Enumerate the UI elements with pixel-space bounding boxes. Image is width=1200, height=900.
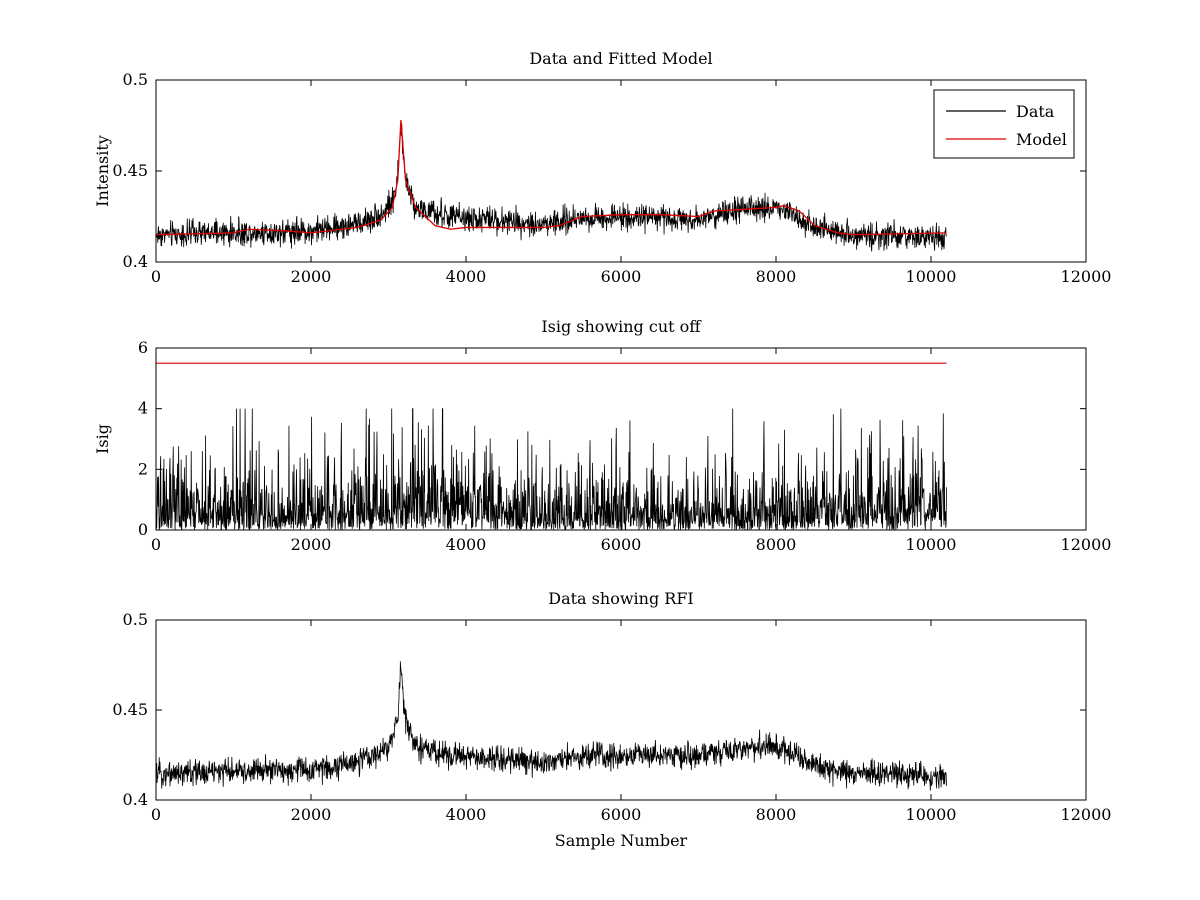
x-tick-label: 6000: [601, 267, 642, 286]
y-axis-label: Isig: [93, 424, 112, 454]
y-tick-label: 6: [138, 338, 148, 357]
x-tick-label: 8000: [756, 805, 797, 824]
x-axis-label: Sample Number: [555, 831, 688, 850]
x-tick-label: 12000: [1061, 267, 1112, 286]
legend-label-model: Model: [1016, 130, 1067, 149]
x-tick-label: 2000: [291, 805, 332, 824]
x-tick-label: 2000: [291, 267, 332, 286]
legend-label-data: Data: [1016, 102, 1055, 121]
y-tick-label: 2: [138, 459, 148, 478]
y-tick-label: 0.45: [112, 161, 148, 180]
x-tick-label: 8000: [756, 535, 797, 554]
y-tick-label: 0.5: [123, 610, 148, 629]
x-tick-label: 0: [151, 535, 161, 554]
y-tick-label: 0.5: [123, 70, 148, 89]
y-tick-label: 4: [138, 399, 148, 418]
chart-title: Isig showing cut off: [541, 317, 702, 336]
y-tick-label: 0.45: [112, 700, 148, 719]
x-tick-label: 12000: [1061, 805, 1112, 824]
legend: Data Model: [933, 89, 1075, 159]
x-tick-label: 10000: [906, 535, 957, 554]
x-tick-label: 4000: [446, 535, 487, 554]
y-tick-label: 0.4: [123, 252, 148, 271]
series-model: [156, 119, 947, 236]
x-tick-label: 6000: [601, 535, 642, 554]
x-tick-label: 10000: [906, 805, 957, 824]
x-tick-label: 8000: [756, 267, 797, 286]
x-tick-label: 0: [151, 267, 161, 286]
chart-panel-2: 0 2000 4000 6000 8000 10000 12000 0 2 4 6 Isig show…: [93, 317, 1111, 554]
x-tick-label: 2000: [291, 535, 332, 554]
x-tick-label: 12000: [1061, 535, 1112, 554]
chart-panel-3: 0 2000 4000 6000 8000 10000 12000 0.4 0.45 0.5 Dat…: [112, 589, 1111, 850]
y-tick-label: 0: [138, 520, 148, 539]
chart-title: Data showing RFI: [548, 589, 693, 608]
series-data: [156, 123, 947, 252]
series-line-1: [156, 661, 947, 791]
legend-box: [933, 89, 1075, 159]
x-tick-label: 10000: [906, 267, 957, 286]
x-tick-label: 4000: [446, 805, 487, 824]
y-tick-label: 0.4: [123, 790, 148, 809]
chart-panel-1: 0 2000 4000 6000 8000 10000 12000 0.4 0.45 0.5 Dat…: [93, 49, 1111, 286]
x-tick-label: 6000: [601, 805, 642, 824]
x-tick-label: 0: [151, 805, 161, 824]
series-line-1: [156, 408, 947, 530]
x-tick-label: 4000: [446, 267, 487, 286]
y-axis-label: Intensity: [93, 135, 112, 207]
chart-title: Data and Fitted Model: [529, 49, 712, 68]
